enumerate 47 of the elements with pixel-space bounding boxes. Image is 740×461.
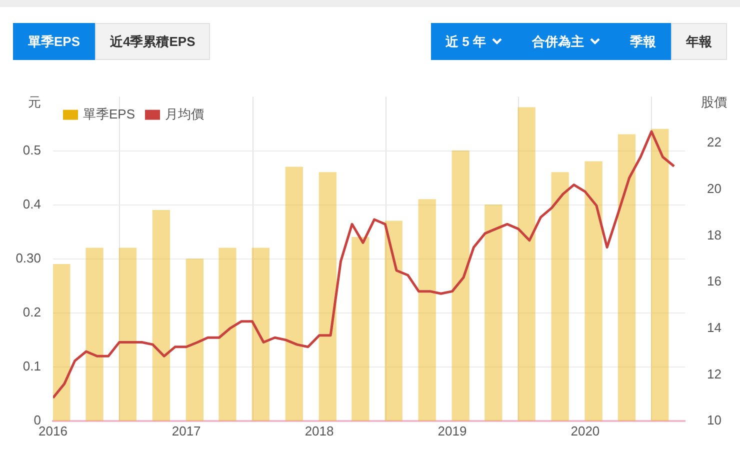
bar: [218, 248, 236, 421]
text: 季報: [630, 33, 656, 51]
bar: [618, 134, 636, 421]
y-tick-label: 0.4: [22, 196, 41, 212]
text: 近4季累積EPS: [110, 33, 196, 51]
bar: [484, 204, 502, 421]
bar: [418, 199, 436, 421]
y-tick-label: 0: [34, 412, 41, 428]
legend-label: 單季EPS: [83, 106, 136, 122]
x-tick-label: 2020: [570, 423, 600, 438]
y2-axis-title: 股價: [701, 94, 727, 110]
bar: [452, 150, 470, 421]
bar: [152, 210, 170, 421]
y-tick-label: 0.30: [16, 250, 41, 266]
bar: [651, 128, 669, 421]
y2-tick-label: 20: [707, 181, 722, 196]
bar: [352, 236, 370, 421]
x-tick-label: 2018: [304, 423, 334, 438]
x-tick-label: 2017: [172, 423, 201, 438]
text: 單季EPS: [28, 33, 80, 51]
y-tick-label: 0.1: [22, 358, 41, 374]
y2-tick-label: 18: [707, 227, 722, 242]
bar: [318, 172, 336, 421]
bar: [186, 258, 204, 421]
y-tick-label: 0.2: [22, 304, 41, 320]
text: 年報: [686, 33, 712, 51]
bar: [86, 248, 104, 421]
bar: [285, 166, 303, 421]
legend-label: 月均價: [165, 106, 204, 122]
y2-tick-label: 12: [707, 366, 722, 382]
text: 近 5 年: [446, 33, 486, 51]
bar: [584, 161, 602, 421]
bar: [518, 107, 536, 421]
bar: [118, 248, 137, 421]
y-axis-title: 元: [28, 94, 41, 110]
y2-tick-label: 22: [707, 134, 722, 150]
bar: [551, 172, 569, 421]
y2-tick-label: 16: [707, 274, 722, 289]
bar: [53, 264, 70, 421]
x-tick-label: 2019: [438, 423, 467, 438]
x-tick-label: 2016: [38, 423, 68, 438]
bar: [384, 220, 402, 421]
y2-tick-label: 14: [707, 320, 722, 335]
text: 合併為主: [532, 33, 584, 51]
bar: [252, 248, 270, 421]
y2-tick-label: 10: [707, 412, 722, 428]
y-tick-label: 0.5: [22, 142, 41, 158]
